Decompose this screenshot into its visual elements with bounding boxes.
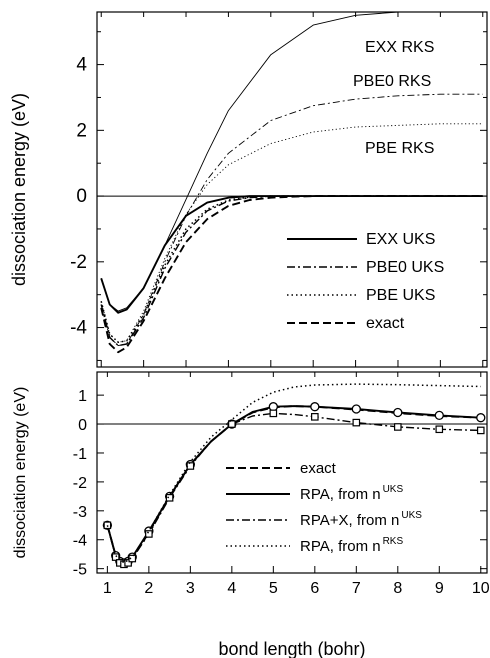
- data-point-square: [393, 423, 402, 431]
- data-point-square: [435, 425, 444, 434]
- data-point-circle: [268, 402, 278, 412]
- x-tick-label: 2: [144, 580, 153, 597]
- inline-series-label: EXX RKS: [365, 39, 434, 56]
- y-tick-label: 0: [78, 417, 87, 434]
- legend-label: exact: [366, 315, 405, 332]
- data-point-square: [228, 420, 236, 428]
- y-tick-label: -5: [73, 562, 87, 579]
- series-line-2: [106, 405, 481, 564]
- legend-label: RPA, from n UKS: [300, 484, 403, 503]
- x-tick-label: 5: [269, 580, 278, 597]
- series-group: [100, 12, 483, 354]
- x-tick-label: 6: [310, 580, 319, 597]
- legend-label-superscript: UKS: [401, 510, 422, 521]
- series-line-1: [106, 405, 481, 564]
- data-point-square: [124, 559, 132, 567]
- data-point-square: [111, 553, 120, 561]
- y-tick-label: -4: [70, 318, 87, 339]
- inline-series-label: PBE0 RKS: [353, 73, 431, 90]
- series-line-4: [106, 383, 481, 564]
- legend-label: PBE UKS: [366, 287, 435, 304]
- series-line-2: [100, 93, 483, 347]
- y-axis-label: dissociation energy (eV): [9, 93, 29, 286]
- data-point-circle: [434, 410, 444, 421]
- data-point-square: [476, 426, 485, 435]
- y-tick-label: -2: [70, 252, 87, 273]
- inline-series-label: PBE RKS: [365, 140, 434, 157]
- series-group: [102, 383, 486, 569]
- legend-label-text: exact: [300, 460, 337, 477]
- y-tick-label: -3: [73, 504, 87, 521]
- data-point-circle: [351, 404, 361, 414]
- legend-label-text: RPA, from n: [300, 486, 381, 503]
- data-point-square: [103, 521, 112, 530]
- x-tick-label: 1: [103, 580, 112, 597]
- y-tick-label: 4: [76, 55, 87, 76]
- plot-frame: [96, 371, 488, 574]
- y-tick-label: -1: [73, 446, 87, 463]
- legend-label-text: RPA+X, from n: [300, 512, 399, 529]
- y-tick-label: 1: [78, 388, 87, 405]
- legend-label: EXX UKS: [366, 231, 435, 248]
- y-tick-label: -4: [73, 533, 87, 550]
- legend-label: exact: [300, 460, 337, 477]
- legend-label-text: RPA, from n: [300, 538, 381, 555]
- x-tick-label: 9: [435, 580, 444, 597]
- legend-label: RPA, from n RKS: [300, 536, 403, 555]
- plot-frame: [96, 11, 488, 368]
- series-line-3: [106, 412, 481, 565]
- y-tick-label: 2: [76, 120, 87, 141]
- data-point-square: [269, 409, 278, 418]
- data-point-square: [352, 418, 361, 427]
- data-point-square: [311, 413, 319, 421]
- series-line-6: [100, 195, 483, 344]
- data-point-square: [165, 494, 174, 502]
- series-line-5: [100, 195, 483, 347]
- legend-label: PBE0 UKS: [366, 259, 444, 276]
- legend-label-superscript: RKS: [383, 536, 404, 547]
- y-axis-label: dissociation energy (eV): [12, 387, 29, 559]
- y-tick-label: 0: [76, 186, 87, 207]
- y-tick-label: -2: [73, 475, 87, 492]
- x-tick-label: 8: [393, 580, 402, 597]
- data-point-circle: [476, 413, 486, 423]
- legend-label-superscript: UKS: [383, 484, 404, 495]
- x-tick-label: 4: [227, 580, 236, 597]
- series-line-1: [100, 12, 483, 312]
- upper-panel: 4 2 0 -2 -4 dissociation energy (eV) EXX RKS PB…: [9, 11, 488, 368]
- data-point-square: [128, 554, 137, 563]
- series-line-3: [100, 123, 483, 343]
- x-tick-label: 10: [472, 580, 490, 597]
- data-point-square: [145, 530, 153, 538]
- data-point-square: [186, 462, 195, 470]
- x-tick-label: 7: [352, 580, 361, 597]
- data-point-circle: [310, 402, 320, 412]
- legend-label: RPA+X, from n UKS: [300, 510, 422, 529]
- x-tick-label: 3: [186, 580, 195, 597]
- data-point-circle: [393, 407, 403, 418]
- x-axis-label: bond length (bohr): [218, 639, 365, 658]
- series-line-7: [100, 195, 483, 354]
